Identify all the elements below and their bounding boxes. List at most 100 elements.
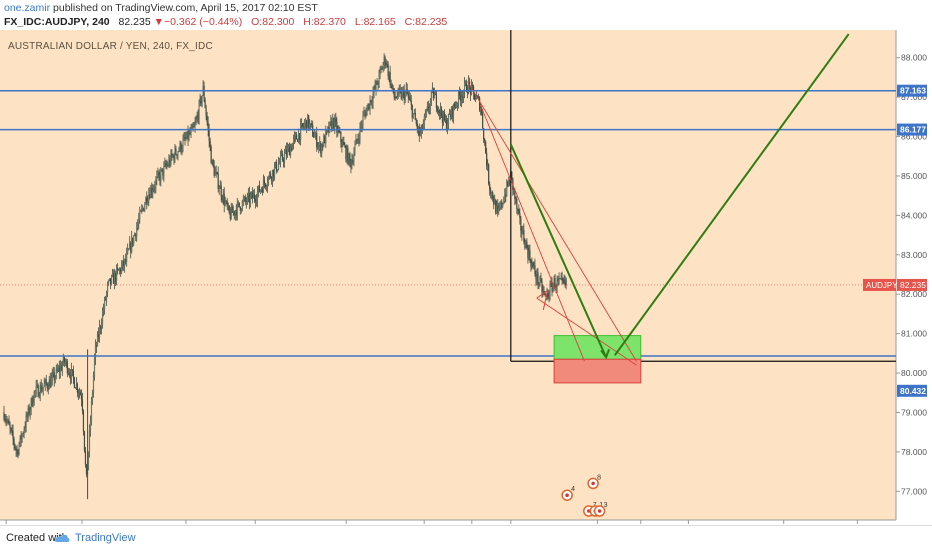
candle-body: [240, 209, 242, 211]
last-price-tag-label: 82.235: [900, 280, 926, 290]
candle-body: [107, 280, 110, 284]
candle-body: [559, 278, 561, 280]
candle-body: [57, 367, 59, 371]
candle-body: [7, 420, 9, 422]
candle-body: [38, 396, 40, 398]
candle-body: [443, 112, 446, 121]
candle-body: [358, 139, 360, 141]
candle-body: [484, 139, 486, 142]
candle-body: [423, 116, 425, 125]
candle-body: [529, 250, 531, 261]
candle-body: [205, 107, 207, 116]
candle-body: [293, 138, 295, 144]
candle-body: [11, 429, 13, 432]
candle-body: [403, 90, 405, 100]
candle-body: [152, 190, 154, 193]
candle-body: [260, 189, 263, 190]
candle-body: [177, 151, 179, 156]
candle-body: [517, 208, 519, 211]
candle-body: [46, 383, 48, 388]
candle-body: [69, 374, 71, 379]
candle-body: [514, 189, 516, 199]
candle-body: [195, 119, 197, 124]
candle-body: [73, 377, 75, 388]
candle-body: [194, 123, 196, 127]
x-tick-label: Jul: [778, 524, 790, 525]
candle-body: [253, 194, 255, 199]
candle-body: [481, 107, 483, 114]
candle-body: [479, 97, 481, 111]
candle-body: [327, 127, 329, 130]
candle-body: [222, 193, 224, 201]
candle-body: [96, 333, 99, 347]
candle-body: [386, 64, 388, 66]
level-price-label: 86.177: [900, 125, 926, 135]
symbol-tag-label: AUDJPY: [866, 281, 898, 290]
green-arrow-head: [600, 348, 611, 360]
candle-body: [54, 376, 56, 381]
candle-body: [150, 187, 152, 199]
candle-body: [243, 197, 245, 200]
candle-body: [355, 139, 357, 146]
candle-body: [162, 168, 164, 176]
candle-body: [140, 210, 142, 212]
candle-body: [276, 169, 279, 172]
candle-body: [188, 132, 190, 140]
candle-body: [254, 198, 256, 202]
candle-body: [490, 189, 492, 194]
candle-body: [97, 333, 100, 338]
candle-body: [226, 201, 228, 207]
candle-body: [242, 199, 244, 202]
candle-body: [151, 187, 153, 193]
candle-body: [506, 181, 508, 196]
tradingview-brand[interactable]: TradingView: [75, 532, 136, 544]
candle-body: [429, 100, 431, 108]
candle-body: [558, 278, 560, 282]
candle-body: [419, 133, 421, 136]
candle-body: [124, 259, 126, 267]
candle-body: [371, 102, 373, 104]
candle-body: [220, 185, 222, 197]
candle-body: [483, 128, 485, 140]
candle-body: [552, 285, 554, 292]
chart-area[interactable]: 77.000 78.000 79.000 80.000 81.000 82.000 83.0…: [0, 30, 932, 525]
candle-body: [525, 241, 527, 249]
chart-title: AUSTRALIAN DOLLAR / YEN, 240, FX_IDC: [8, 41, 213, 52]
chart-background: [0, 30, 896, 520]
chart-canvas[interactable]: 77.000 78.000 79.000 80.000 81.000 82.000 83.0…: [0, 30, 932, 525]
x-tick-label: Nov: [74, 524, 91, 525]
candle-body: [6, 420, 8, 422]
candle-body: [494, 200, 496, 205]
close-value: C:82.235: [404, 16, 448, 28]
candle-body: [15, 448, 17, 451]
candle-body: [79, 392, 82, 395]
candle-body: [353, 153, 355, 162]
candle-body: [20, 435, 22, 441]
candle-body: [251, 192, 253, 199]
candle-body: [337, 129, 339, 133]
candle-body: [563, 280, 565, 283]
candle-body: [528, 250, 530, 258]
candle-body: [189, 132, 191, 134]
candle-body: [370, 100, 372, 103]
candle-body: [163, 165, 165, 176]
created-with-text: Created with: [6, 532, 68, 544]
candle-body: [28, 407, 30, 414]
candle-body: [322, 144, 324, 147]
candle-body: [350, 160, 352, 168]
candle-body: [411, 105, 413, 118]
candle-body: [215, 172, 217, 173]
candle-body: [78, 392, 81, 394]
author-link[interactable]: one.zamir: [4, 2, 51, 14]
level-price-tag: [897, 84, 927, 97]
candle-body: [542, 290, 544, 293]
candle-body: [404, 92, 406, 100]
candle-body: [317, 146, 319, 148]
candle-body: [61, 364, 63, 371]
candle-body: [166, 164, 168, 167]
candle-body: [562, 278, 564, 281]
candle-body: [98, 326, 101, 338]
candle-body: [268, 173, 271, 177]
candle-body: [144, 204, 146, 211]
candle-body: [513, 189, 515, 191]
